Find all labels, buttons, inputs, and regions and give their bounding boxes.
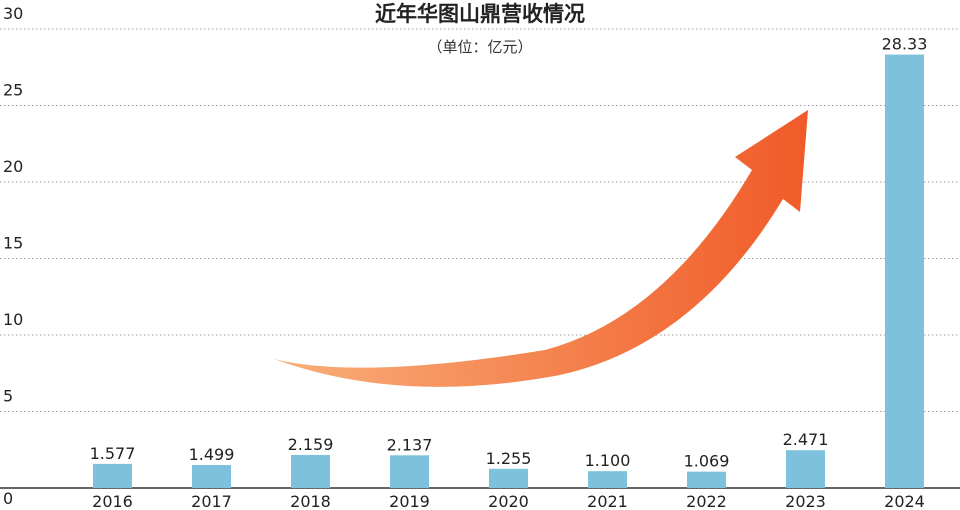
- x-tick-label: 2017: [191, 492, 232, 510]
- bar-value-label: 2.471: [783, 430, 829, 449]
- y-tick-label: 20: [3, 157, 23, 176]
- y-tick-label: 5: [3, 387, 13, 406]
- x-tick-label: 2020: [488, 492, 529, 510]
- bars: 1.577 2016 1.499 2017 2.159 2018 2.137 2019 1.25…: [90, 35, 928, 510]
- x-tick-label: 2023: [785, 492, 826, 510]
- bar-2021: [588, 471, 627, 488]
- chart-title: 近年华图山鼎营收情况: [375, 2, 585, 26]
- bar-value-label: 1.499: [189, 445, 235, 464]
- bar-2022: [687, 471, 726, 488]
- bar-2023: [786, 450, 825, 488]
- x-tick-label: 2021: [587, 492, 628, 510]
- bar-value-label: 1.069: [684, 452, 730, 471]
- y-tick-label: 0: [3, 489, 13, 508]
- x-tick-label: 2016: [92, 492, 133, 510]
- y-axis-ticks: 0 5 10 15 20 25 30: [3, 4, 23, 508]
- bar-value-label: 1.100: [585, 451, 631, 470]
- trend-arrow-shape: [274, 110, 808, 387]
- bar-2020: [489, 468, 528, 488]
- bar-value-label: 1.255: [486, 449, 532, 468]
- bar-2018: [291, 454, 330, 488]
- x-tick-label: 2024: [884, 492, 925, 510]
- y-tick-label: 15: [3, 234, 23, 253]
- bar-2017: [192, 465, 231, 488]
- bar-2016: [93, 463, 132, 488]
- bar-2019: [390, 455, 429, 488]
- bar-value-label: 2.159: [288, 435, 334, 454]
- grid-lines: [0, 28, 960, 412]
- bar-value-label: 1.577: [90, 444, 136, 463]
- x-tick-label: 2019: [389, 492, 430, 510]
- bar-2024: [885, 54, 924, 489]
- chart-subtitle: （单位：亿元）: [427, 38, 532, 56]
- x-tick-label: 2018: [290, 492, 331, 510]
- bar-value-label: 28.33: [882, 35, 928, 54]
- y-tick-label: 10: [3, 310, 23, 329]
- trend-arrow: [274, 110, 808, 387]
- bar-value-label: 2.137: [387, 435, 433, 454]
- y-tick-label: 25: [3, 81, 23, 100]
- y-tick-label: 30: [3, 4, 23, 23]
- x-tick-label: 2022: [686, 492, 727, 510]
